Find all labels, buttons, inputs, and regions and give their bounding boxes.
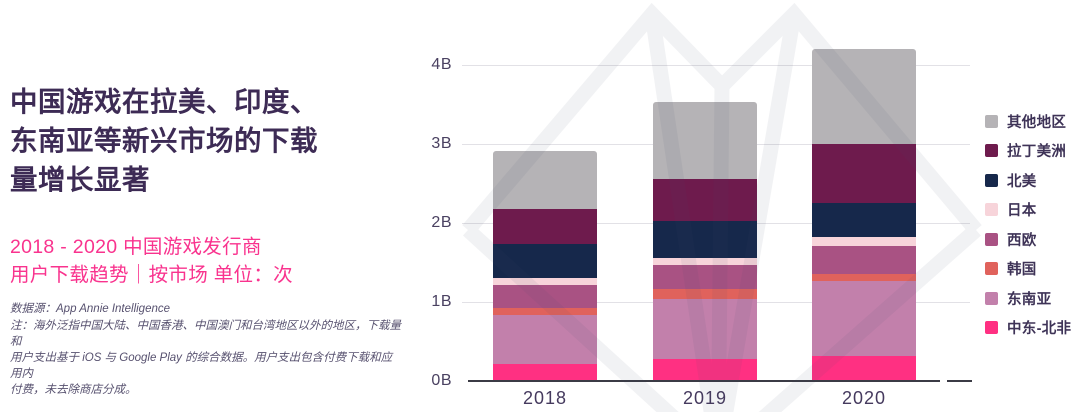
legend-item-拉丁美洲: 拉丁美洲	[985, 141, 1066, 161]
y-axis-tick-label: 4B	[431, 56, 452, 73]
legend-item-韩国: 韩国	[985, 259, 1037, 279]
bar-segment-2018-其他地区	[493, 151, 597, 209]
legend-item-中东-北非: 中东-北非	[985, 318, 1071, 338]
legend-label: 东南亚	[1007, 291, 1052, 308]
legend-label: 其他地区	[1007, 114, 1067, 131]
page-title: 中国游戏在拉美、印度、 东南亚等新兴市场的下载 量增长显著	[10, 86, 318, 195]
legend-swatch-icon	[985, 321, 998, 334]
legend-swatch-icon	[985, 114, 998, 128]
x-axis-baseline	[468, 380, 940, 382]
y-axis-tick-label: 1B	[431, 293, 452, 310]
legend-label: 拉丁美洲	[1007, 144, 1067, 160]
bar-segment-2018-日本	[493, 278, 597, 286]
x-axis-baseline-extension	[947, 380, 972, 382]
legend-swatch-icon	[985, 291, 998, 305]
bar-segment-2018-西欧	[493, 285, 597, 308]
legend-label: 中东-北非	[1007, 321, 1072, 337]
y-axis-tick-label: 2B	[431, 214, 452, 231]
bar-segment-2020-韩国	[812, 273, 916, 282]
legend-item-日本: 日本	[985, 200, 1037, 220]
bar-segment-2019-韩国	[653, 288, 757, 299]
bar-segment-2020-拉丁美洲	[812, 144, 916, 204]
legend-swatch-icon	[985, 232, 998, 246]
x-axis-label-2018: 2018	[522, 388, 568, 408]
legend-swatch-icon	[985, 203, 998, 216]
bar-segment-2020-北美	[812, 203, 916, 238]
legend-item-北美: 北美	[985, 170, 1037, 190]
disclaimer-note: 注：海外泛指中国大陆、中国香港、中国澳门和台湾地区以外的地区，下载量和 用户支出…	[10, 320, 401, 396]
legend-item-西欧: 西欧	[985, 229, 1037, 249]
legend-swatch-icon	[985, 262, 998, 275]
legend-label: 西欧	[1007, 232, 1037, 249]
bar-segment-2019-拉丁美洲	[653, 178, 757, 221]
bar-segment-2019-其他地区	[653, 102, 757, 179]
legend-swatch-icon	[985, 173, 998, 187]
y-axis-tick-label: 0B	[431, 372, 452, 389]
bar-segment-2019-日本	[653, 257, 757, 265]
bar-2018	[493, 151, 597, 381]
bar-segment-2020-其他地区	[812, 49, 916, 145]
x-axis-label-2019: 2019	[682, 388, 728, 408]
y-axis-tick-label: 3B	[431, 135, 452, 152]
bar-segment-2020-日本	[812, 237, 916, 246]
legend-swatch-icon	[985, 144, 998, 157]
legend-item-其他地区: 其他地区	[985, 111, 1066, 131]
bar-segment-2020-东南亚	[812, 281, 916, 356]
data-source-note: 数据源：App Annie Intelligence	[10, 303, 171, 315]
legend-label: 韩国	[1007, 262, 1037, 278]
bar-segment-2019-中东-北非	[653, 358, 757, 381]
legend-item-东南亚: 东南亚	[985, 288, 1051, 308]
chart-subtitle: 2018 - 2020 中国游戏发行商 用户下载趋势｜按市场 单位：次	[10, 236, 293, 286]
footnotes: 数据源：App Annie Intelligence 注：海外泛指中国大陆、中国香…	[10, 301, 402, 398]
gridline-4B	[462, 64, 970, 66]
bar-segment-2018-中东-北非	[493, 363, 597, 381]
bar-segment-2020-西欧	[812, 245, 916, 274]
bar-segment-2018-韩国	[493, 307, 597, 316]
bar-segment-2018-东南亚	[493, 315, 597, 364]
bar-segment-2018-拉丁美洲	[493, 208, 597, 244]
bar-2020	[812, 49, 916, 381]
bar-segment-2019-西欧	[653, 264, 757, 289]
legend-label: 日本	[1007, 203, 1037, 219]
bar-segment-2018-北美	[493, 243, 597, 279]
bar-2019	[653, 102, 757, 381]
bar-segment-2020-中东-北非	[812, 355, 916, 381]
bar-segment-2019-东南亚	[653, 298, 757, 359]
x-axis-label-2020: 2020	[841, 388, 887, 408]
bar-segment-2019-北美	[653, 220, 757, 258]
legend-label: 北美	[1007, 173, 1037, 190]
